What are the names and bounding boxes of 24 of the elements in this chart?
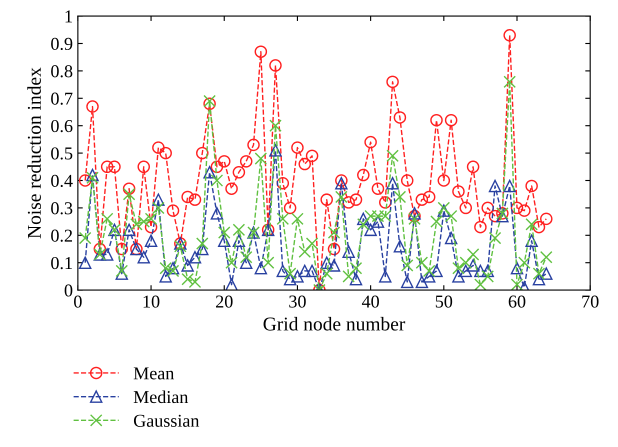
x-tick-label: 70 [582,295,599,308]
x-axis-title: Grid node number [264,316,406,331]
legend-label: Median [134,390,188,404]
y-tick-label: 0.7 [51,92,72,105]
y-tick-label: 0.5 [51,147,72,160]
legend-label: Mean [134,367,174,380]
x-tick-label: 40 [362,295,379,308]
y-tick-label: 0.1 [51,256,72,270]
y-tick-label: 1 [66,10,72,22]
x-tick-label: 50 [436,295,452,308]
x-tick-label: 30 [289,295,306,308]
y-tick-label: 0.9 [51,38,72,50]
x-tick-label: 20 [216,295,233,308]
y-tick-label: 0 [64,284,72,297]
legend-label: Gaussian [134,414,200,427]
y-tick-label: 0.2 [51,230,72,242]
y-tick-label: 0.3 [51,202,72,214]
y-tick-label: 0.6 [51,120,72,132]
x-tick-label: 0 [74,295,82,308]
y-tick-label: 0.4 [51,174,73,188]
x-tick-label: 10 [144,295,160,308]
y-tick-label: 0.8 [51,65,72,78]
x-tick-label: 60 [508,295,526,308]
y-axis-title: Noise reduction index [27,67,41,238]
